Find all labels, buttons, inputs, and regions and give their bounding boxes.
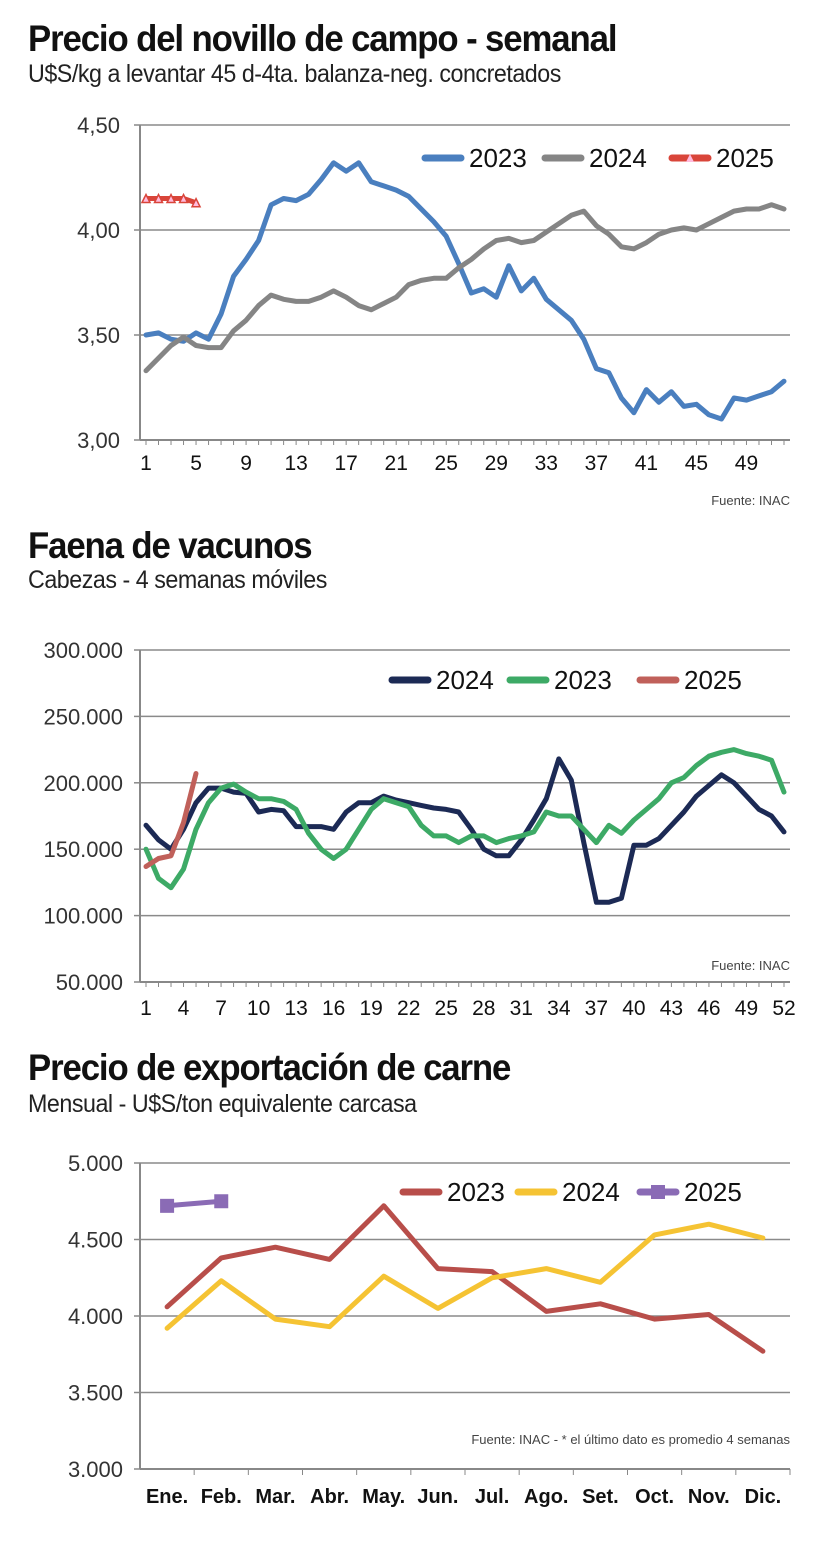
source-note: Fuente: INAC - * el último dato es prome…: [471, 1432, 790, 1447]
x-tick-label: Abr.: [310, 1486, 349, 1508]
y-tick-label: 100.000: [43, 904, 123, 929]
x-tick-label: 7: [215, 997, 227, 1020]
data-point-2025: [160, 1198, 175, 1213]
y-tick-label: 4,00: [77, 218, 120, 243]
chart2-title: Faena de vacunos: [28, 525, 313, 566]
y-tick-label: 4.000: [68, 1304, 123, 1329]
series-line-2023: [143, 747, 787, 891]
series-line-2024: [164, 1221, 766, 1331]
data-point-2025: [153, 192, 164, 204]
x-tick-label: 16: [322, 997, 345, 1020]
data-point-2025: [178, 192, 189, 204]
x-tick-label: 41: [635, 452, 658, 475]
x-tick-label: Set.: [582, 1486, 619, 1508]
series-line-2023: [164, 1203, 766, 1354]
x-tick-label: 40: [622, 997, 645, 1020]
legend-label-2023: 2023: [554, 665, 612, 695]
x-tick-label: 10: [247, 997, 270, 1020]
y-tick-label: 3,50: [77, 323, 120, 348]
legend-marker: [651, 1185, 665, 1199]
x-tick-label: 13: [284, 997, 307, 1020]
y-tick-label: 3.000: [68, 1457, 123, 1482]
x-tick-label: Ago.: [524, 1486, 568, 1508]
x-tick-label: 43: [660, 997, 683, 1020]
x-tick-label: Dic.: [745, 1486, 782, 1508]
legend-label-2025: 2025: [716, 143, 774, 173]
chart-export-price: 3.000 3.500 4.000 4.500 5.000 Ene. Feb. Mar. Abr…: [68, 1151, 791, 1508]
x-tick-label: 21: [385, 452, 408, 475]
x-tick-label: 22: [397, 997, 420, 1020]
x-tick-label: 49: [735, 452, 758, 475]
chart3-title: Precio de exportación de carne: [28, 1047, 511, 1088]
legend-label-2024: 2024: [436, 665, 494, 695]
x-tick-label: 5: [190, 452, 202, 475]
x-tick-label: 25: [435, 452, 458, 475]
y-tick-label: 50.000: [56, 970, 123, 995]
legend-label-2025: 2025: [684, 665, 742, 695]
x-tick-label: 33: [535, 452, 558, 475]
source-note: Fuente: INAC: [711, 493, 790, 508]
data-point-2025: [190, 197, 202, 208]
x-tick-label: Feb.: [201, 1486, 242, 1508]
x-tick-label: 45: [685, 452, 708, 475]
x-tick-label: 29: [485, 452, 508, 475]
x-tick-label: 1: [140, 997, 152, 1020]
series-line-2024: [143, 202, 787, 374]
legend-label-2024: 2024: [589, 143, 647, 173]
legend-label-2025: 2025: [684, 1177, 742, 1207]
chart1-title: Precio del novillo de campo - semanal: [28, 18, 617, 59]
x-tick-label: 31: [510, 997, 533, 1020]
chart3-subtitle: Mensual - U$S/ton equivalente carcasa: [28, 1090, 417, 1118]
x-tick-label: Nov.: [688, 1486, 730, 1508]
data-point-2025: [140, 192, 152, 204]
x-tick-label: Mar.: [255, 1486, 295, 1508]
x-tick-label: 25: [435, 997, 458, 1020]
legend-label-2024: 2024: [562, 1177, 620, 1207]
data-point-2025: [165, 192, 177, 204]
y-tick-label: 4,50: [77, 113, 120, 138]
x-tick-label: 52: [772, 997, 795, 1020]
x-tick-label: 34: [547, 997, 571, 1020]
x-tick-label: 4: [178, 997, 190, 1020]
legend-marker: [686, 154, 694, 162]
y-tick-label: 150.000: [43, 837, 123, 862]
x-tick-label: 28: [472, 997, 495, 1020]
series-line-2025: [143, 771, 199, 869]
x-tick-label: Jul.: [475, 1486, 509, 1508]
series-line-2025: [164, 1198, 224, 1209]
series-line-2024: [143, 756, 787, 905]
y-tick-label: 200.000: [43, 771, 123, 796]
x-tick-label: 49: [735, 997, 758, 1020]
x-tick-label: Oct.: [635, 1486, 674, 1508]
x-tick-label: Jun.: [417, 1486, 458, 1508]
y-tick-label: 3.500: [68, 1381, 123, 1406]
x-tick-label: May.: [362, 1486, 405, 1508]
y-tick-label: 3,00: [77, 428, 120, 453]
y-tick-label: 4.500: [68, 1228, 123, 1253]
y-tick-label: 300.000: [43, 638, 123, 663]
x-tick-label: 19: [359, 997, 382, 1020]
x-tick-label: 17: [334, 452, 357, 475]
chart-faena: 50.000 100.000 150.000 200.000 250.000 300.00…: [43, 638, 795, 1020]
x-tick-label: 46: [697, 997, 720, 1020]
series-line-2023: [143, 160, 787, 422]
chart1-subtitle: U$S/kg a levantar 45 d-4ta. balanza-neg.…: [28, 60, 561, 88]
legend-label-2023: 2023: [469, 143, 527, 173]
legend-label-2023: 2023: [447, 1177, 505, 1207]
chart2-subtitle: Cabezas - 4 semanas móviles: [28, 566, 327, 594]
x-tick-label: Ene.: [146, 1486, 188, 1508]
chart-novillo-price: 3,00 3,50 4,00 4,50 1 5 9 13 17 21 25 29 33 37 41 45 49 F…: [77, 113, 790, 508]
x-tick-label: 9: [240, 452, 252, 475]
x-tick-label: 37: [585, 452, 608, 475]
x-tick-label: 1: [140, 452, 152, 475]
y-tick-label: 5.000: [68, 1151, 123, 1176]
x-tick-label: 37: [585, 997, 608, 1020]
source-note: Fuente: INAC: [711, 958, 790, 973]
data-point-2025: [214, 1194, 229, 1209]
y-tick-label: 250.000: [43, 704, 123, 729]
x-tick-label: 13: [284, 452, 307, 475]
